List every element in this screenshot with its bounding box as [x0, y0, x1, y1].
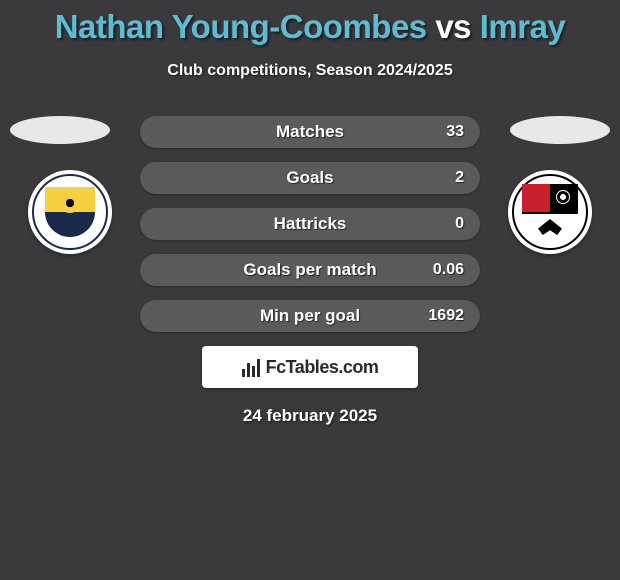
player2-avatar: [510, 116, 610, 144]
afc-wimbledon-crest: [32, 174, 108, 250]
stat-label: Goals per match: [140, 260, 480, 280]
stat-value-right: 33: [446, 123, 464, 141]
stats-table: Matches 33 Goals 2 Hattricks 0 Goals per…: [140, 116, 480, 332]
player1-club-badge: [28, 170, 112, 254]
chart-icon: [242, 357, 260, 377]
stat-value-right: 0: [455, 215, 464, 233]
stat-row-min-per-goal: Min per goal 1692: [140, 300, 480, 332]
bromley-fc-crest: [512, 174, 588, 250]
stat-row-goals-per-match: Goals per match 0.06: [140, 254, 480, 286]
subtitle: Club competitions, Season 2024/2025: [0, 62, 620, 80]
page-title: Nathan Young-Coombes vs Imray: [0, 0, 620, 46]
branding-text: FcTables.com: [266, 357, 379, 378]
date-label: 24 february 2025: [0, 406, 620, 426]
stat-label: Hattricks: [140, 214, 480, 234]
stat-label: Goals: [140, 168, 480, 188]
player2-club-badge: [508, 170, 592, 254]
branding-badge: FcTables.com: [202, 346, 418, 388]
content-area: Matches 33 Goals 2 Hattricks 0 Goals per…: [0, 116, 620, 426]
stat-label: Matches: [140, 122, 480, 142]
stat-row-hattricks: Hattricks 0: [140, 208, 480, 240]
player1-name: Nathan Young-Coombes: [55, 8, 427, 45]
stat-value-right: 1692: [428, 307, 464, 325]
vs-label: vs: [435, 8, 471, 45]
stat-row-matches: Matches 33: [140, 116, 480, 148]
stat-value-right: 0.06: [433, 261, 464, 279]
stat-value-right: 2: [455, 169, 464, 187]
player2-name: Imray: [480, 8, 566, 45]
player1-avatar: [10, 116, 110, 144]
stat-row-goals: Goals 2: [140, 162, 480, 194]
